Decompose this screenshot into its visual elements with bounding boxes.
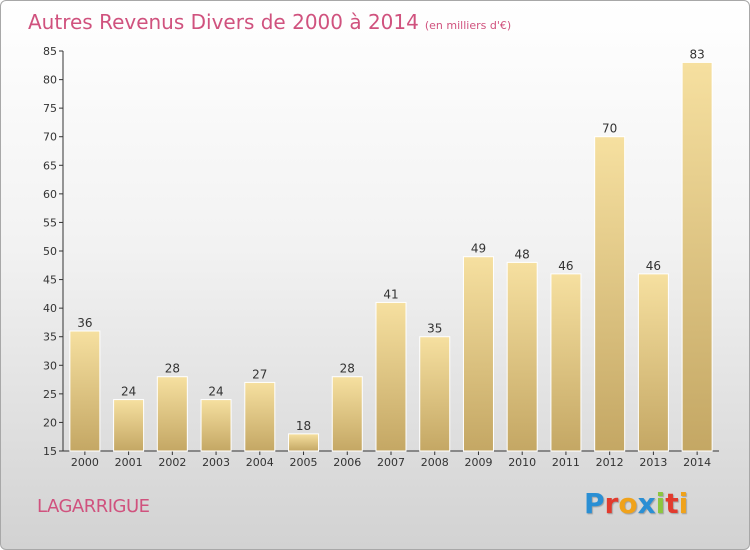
bar [462, 256, 494, 452]
y-tick-label: 60 [43, 188, 57, 201]
x-tick-label: 2000 [71, 456, 99, 469]
y-tick-label: 30 [43, 359, 57, 372]
bar-value-label: 70 [602, 122, 617, 136]
x-tick-label: 2012 [596, 456, 624, 469]
proxiti-logo: Proxiti [584, 487, 688, 520]
bar [375, 301, 407, 452]
bar-value-label: 49 [471, 242, 486, 256]
x-tick-label: 2011 [552, 456, 580, 469]
x-tick-label: 2013 [639, 456, 667, 469]
bar [331, 376, 363, 452]
x-tick-label: 2009 [464, 456, 492, 469]
bar [69, 330, 101, 452]
y-tick-label: 45 [43, 274, 57, 287]
x-tick-label: 2002 [158, 456, 186, 469]
data-labels: 36 24 28 24 27 18 28 41 35 49 48 46 70 46 83 [77, 47, 705, 432]
x-tick-label: 2006 [333, 456, 361, 469]
bar-value-label: 24 [121, 385, 136, 399]
y-tick-label: 70 [43, 131, 57, 144]
logo-letter: o [618, 487, 638, 520]
y-tick-label: 50 [43, 245, 57, 258]
y-tick-label: 15 [43, 445, 57, 458]
y-tick-label: 85 [43, 45, 57, 58]
logo-letter: P [584, 487, 605, 520]
y-tick-label: 75 [43, 102, 57, 115]
bar-value-label: 35 [427, 322, 442, 336]
bar-value-label: 36 [77, 316, 92, 330]
bar [288, 433, 320, 452]
bar [594, 136, 626, 452]
bar [244, 381, 276, 452]
axes: 15 20 25 30 35 40 45 50 55 60 65 70 75 80 85 2000 2001 20… [43, 45, 719, 469]
logo-letter: i [678, 487, 689, 520]
bar-value-label: 28 [165, 362, 180, 376]
x-tick-label: 2003 [202, 456, 230, 469]
x-tick-label: 2001 [115, 456, 143, 469]
bar [681, 61, 713, 452]
y-tick-label: 55 [43, 216, 57, 229]
bar-value-label: 83 [689, 47, 704, 61]
x-tick-label: 2008 [421, 456, 449, 469]
bar-value-label: 27 [252, 367, 267, 381]
bar-value-label: 46 [646, 259, 661, 273]
bar [419, 336, 451, 452]
y-tick-label: 20 [43, 416, 57, 429]
x-tick-label: 2014 [683, 456, 711, 469]
logo-letter: t [665, 487, 679, 520]
logo-letter: i [655, 487, 666, 520]
y-tick-label: 65 [43, 159, 57, 172]
logo-letter: r [604, 487, 619, 520]
place-name: LAGARRIGUE [37, 496, 150, 517]
x-tick-label: 2004 [246, 456, 274, 469]
x-tick-label: 2007 [377, 456, 405, 469]
bar-value-label: 18 [296, 419, 311, 433]
bar [550, 273, 582, 452]
bar [637, 273, 669, 452]
bar [156, 376, 188, 452]
bar-value-label: 48 [515, 247, 530, 261]
y-tick-label: 80 [43, 74, 57, 87]
x-tick-label: 2005 [290, 456, 318, 469]
logo-letter: x [637, 487, 656, 520]
bar [506, 261, 538, 452]
bars [69, 61, 713, 452]
bar [200, 399, 232, 452]
y-tick-label: 40 [43, 302, 57, 315]
bar-value-label: 41 [383, 287, 398, 301]
chart-title: Autres Revenus Divers de 2000 à 2014 (en … [28, 10, 512, 34]
bar-value-label: 46 [558, 259, 573, 273]
bar [113, 399, 145, 452]
y-tick-label: 35 [43, 331, 57, 344]
x-tick-label: 2010 [508, 456, 536, 469]
chart-subtitle: (en milliers d'€) [424, 19, 512, 32]
bar-value-label: 24 [208, 385, 223, 399]
y-tick-label: 25 [43, 388, 57, 401]
bar-value-label: 28 [340, 362, 355, 376]
